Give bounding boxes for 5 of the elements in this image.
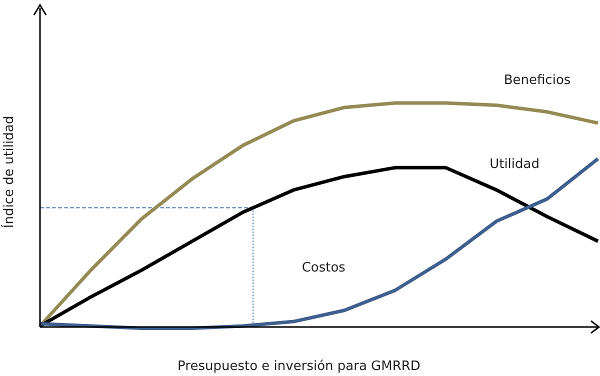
series-label: Utilidad xyxy=(490,156,540,172)
x-axis-title: Presupuesto e inversión para GMRRD xyxy=(178,359,420,374)
y-axis-title: Índice de utilidad xyxy=(0,116,17,228)
text: Costos xyxy=(302,260,346,276)
series-label: Beneficios xyxy=(504,72,571,88)
